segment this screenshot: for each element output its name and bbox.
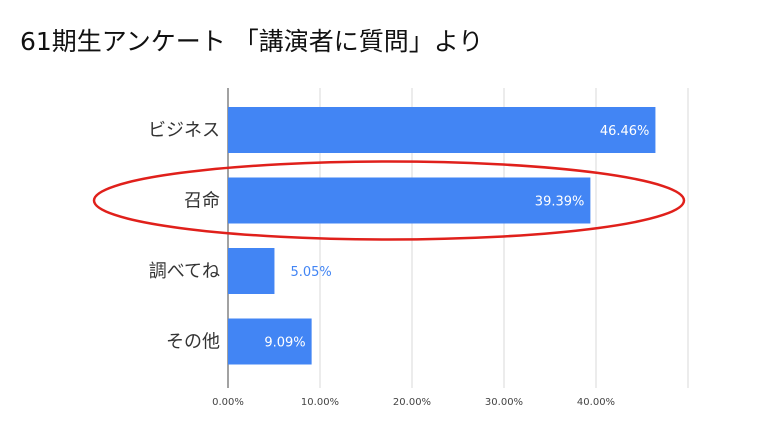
data-label: 39.39% bbox=[535, 195, 585, 210]
bar bbox=[228, 248, 275, 294]
category-label: ビジネス bbox=[148, 120, 220, 141]
category-label: 調べてね bbox=[149, 261, 220, 282]
bar bbox=[228, 107, 656, 153]
bars bbox=[228, 107, 656, 365]
x-tick-label: 30.00% bbox=[485, 397, 523, 408]
bar bbox=[228, 318, 312, 365]
x-tick-label: 40.00% bbox=[577, 397, 615, 408]
data-labels: 46.46% 39.39% 5.05% 9.09% bbox=[264, 124, 649, 351]
x-tick-labels: 0.00% 10.00% 20.00% 30.00% 40.00% bbox=[212, 397, 615, 408]
x-tick-label: 10.00% bbox=[301, 397, 339, 408]
chart-title: 61期生アンケート 「講演者に質問」より bbox=[20, 27, 484, 56]
data-label: 5.05% bbox=[290, 265, 331, 280]
x-tick-label: 0.00% bbox=[212, 397, 244, 408]
data-label: 46.46% bbox=[600, 124, 650, 139]
category-label: 召命 bbox=[184, 191, 220, 212]
data-label: 9.09% bbox=[264, 336, 305, 351]
highlight-ellipse bbox=[92, 160, 686, 241]
bar bbox=[228, 177, 591, 224]
x-tick-label: 20.00% bbox=[393, 397, 431, 408]
highlight-annotation bbox=[92, 160, 686, 241]
category-label: その他 bbox=[166, 332, 220, 353]
